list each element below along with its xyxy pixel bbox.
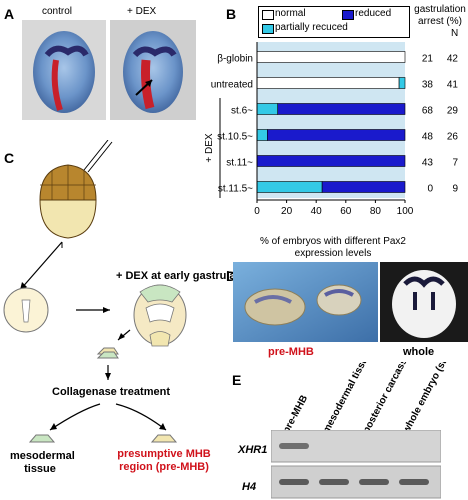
x-tick-label: 20 — [281, 206, 293, 217]
arrest-value: 68 — [422, 106, 434, 117]
xhr1-band-premhb — [279, 443, 309, 449]
chart-legend: normal reduced partially recuced — [258, 6, 410, 38]
gel-row-h4: H4 — [242, 481, 257, 493]
arrest-value: 48 — [422, 132, 434, 143]
h4-band-4 — [399, 479, 429, 485]
arrest-value: 38 — [422, 80, 434, 91]
bar-segment — [277, 103, 406, 115]
panel-b-letter: B — [226, 6, 237, 22]
step-collagenase-label: Collagenase treatment — [52, 386, 170, 398]
legend-swatch-reduced — [342, 10, 354, 20]
category-label: st.6~ — [231, 106, 253, 117]
category-label: st.11~ — [226, 158, 253, 169]
dex-embryo — [123, 31, 183, 113]
mesoderm-piece — [28, 434, 56, 443]
legend-label-partial: partially recuced — [275, 22, 348, 33]
category-label: untreated — [211, 80, 253, 91]
panel-c-letter: C — [4, 150, 15, 166]
gel-column-label: posterior carcass — [361, 362, 410, 435]
legend-swatch-normal — [262, 10, 274, 20]
category-label: st.10.5~ — [217, 132, 253, 143]
panel-d-letter: D — [226, 268, 237, 284]
bar-segment — [256, 129, 268, 141]
x-tick-label: 60 — [340, 206, 352, 217]
arrest-value: 21 — [422, 54, 434, 65]
whole-photo-label: whole — [403, 346, 435, 358]
bar-segment — [267, 129, 406, 141]
n-value: 41 — [447, 80, 459, 91]
chart-xlabel: % of embryos with different Pax2 express… — [260, 236, 406, 259]
bar-segment — [321, 181, 406, 193]
pre-mhb-photo-label: pre-MHB — [268, 346, 314, 358]
n-value: 9 — [452, 184, 458, 195]
x-tick-label: 100 — [397, 206, 414, 217]
h4-band-3 — [359, 479, 389, 485]
x-tick-label: 40 — [311, 206, 323, 217]
gel-column-label: whole embryo (st. 13) — [400, 362, 458, 436]
x-tick-label: 0 — [254, 206, 260, 217]
explant-left — [244, 288, 306, 326]
gastrula-embryo — [39, 164, 97, 239]
arrest-value: 43 — [422, 158, 434, 169]
plot-background — [257, 42, 405, 198]
embryo-explant-photos — [233, 262, 468, 342]
mhb-piece — [150, 434, 178, 443]
n-value: 7 — [452, 158, 458, 169]
mesodermal-tissue-label: mesodermal tissue — [10, 450, 75, 475]
panel-e-letter: E — [232, 372, 242, 388]
bar-segment — [256, 77, 400, 89]
pre-mhb-label: presumptive MHB region (pre-MHB) — [117, 448, 211, 473]
dex-label: + DEX — [127, 6, 157, 17]
legend-swatch-partial — [262, 24, 274, 34]
legend-label-normal: normal — [275, 8, 306, 19]
gel-row-xhr1: XHR1 — [238, 444, 268, 456]
x-tick-label: 80 — [370, 206, 382, 217]
step-dex-label: + DEX at early gastrula — [116, 270, 236, 282]
bar-segment — [256, 181, 323, 193]
bar-segment — [256, 155, 406, 167]
n-value: 26 — [447, 132, 459, 143]
category-label: st.11.5~ — [218, 184, 253, 195]
h4-band-2 — [319, 479, 349, 485]
bar-segment — [256, 103, 279, 115]
gel-image — [271, 430, 441, 499]
h4-band-1 — [279, 479, 309, 485]
control-embryo — [33, 31, 95, 113]
category-label: β-globin — [217, 54, 253, 65]
n-header: N — [451, 28, 459, 39]
control-label: control — [42, 6, 73, 17]
arrest-value: 0 — [427, 184, 433, 195]
procedure-diagram — [3, 140, 187, 443]
bar-segment — [398, 77, 406, 89]
explant-embryo — [133, 284, 187, 347]
n-value: 42 — [447, 54, 459, 65]
bar-segment — [256, 51, 406, 63]
arrest-header: gastrulation arrest (%) — [414, 4, 466, 27]
pipette-icon — [83, 140, 113, 173]
control-red-stain — [51, 59, 63, 111]
legend-label-reduced: reduced — [355, 8, 392, 19]
dex-group-label: + DEX — [204, 133, 215, 163]
embryo-photos — [22, 20, 196, 120]
panel-a-letter: A — [4, 6, 15, 22]
n-value: 29 — [447, 106, 459, 117]
whole-embryo — [392, 270, 456, 338]
pax2-stacked-bar-chart: β-globin 21 42 untreated 38 41 st.6~ 68 29 st.10.… — [204, 42, 459, 217]
